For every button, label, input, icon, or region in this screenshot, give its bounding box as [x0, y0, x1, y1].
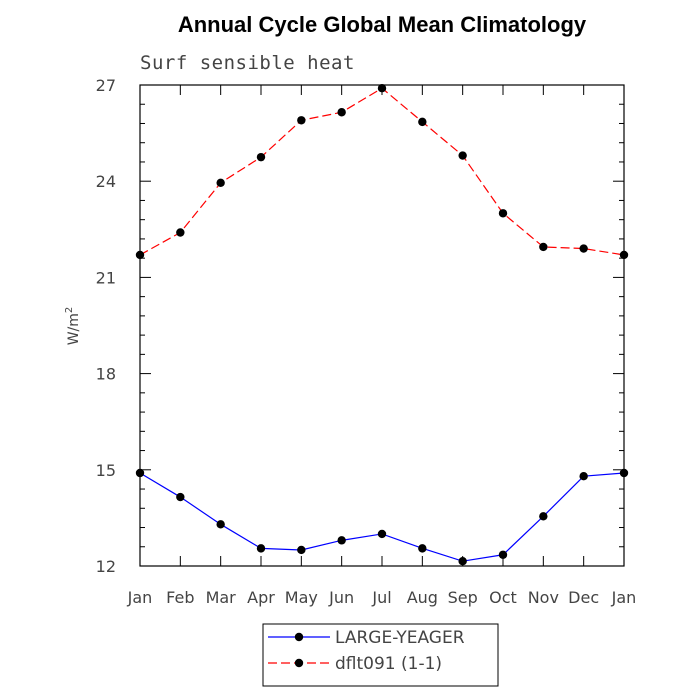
- data-point: [377, 84, 387, 93]
- x-tick-label: Jan: [127, 588, 153, 607]
- x-tick-label: Jun: [328, 588, 354, 607]
- y-tick-label: 12: [96, 557, 116, 576]
- data-point: [337, 108, 346, 117]
- data-point: [297, 545, 306, 555]
- data-point: [418, 117, 427, 127]
- data-point: [498, 550, 508, 559]
- data-point: [297, 116, 306, 125]
- x-tick-label: May: [285, 588, 318, 607]
- data-point: [256, 152, 266, 162]
- y-tick-label: 18: [96, 365, 116, 384]
- data-point: [458, 151, 467, 160]
- svg-text:W/m2: W/m2: [64, 307, 82, 346]
- data-point: [135, 468, 145, 478]
- axes: Jan Feb Mar Apr May Jun Jul Aug Sep Oct Nov Dec Jan 1…: [96, 76, 637, 607]
- y-axis-label-exponent: 2: [64, 307, 75, 313]
- x-tick-label: Aug: [407, 588, 438, 607]
- series-1: [135, 468, 629, 566]
- series-line: [139, 472, 625, 562]
- data-point: [176, 228, 185, 237]
- data-point: [256, 544, 266, 553]
- data-point: [377, 529, 387, 539]
- x-tick-label: Nov: [528, 588, 559, 607]
- data-point: [539, 512, 548, 521]
- chart-subtitle: Surf sensible heat: [140, 52, 355, 74]
- y-axis-label-unit: W/m: [66, 313, 82, 345]
- data-point: [579, 472, 588, 481]
- x-tick-label: Mar: [206, 588, 237, 607]
- y-tick-label: 15: [96, 461, 116, 480]
- legend-marker: [294, 632, 304, 642]
- legend: LARGE-YEAGER dflt091 (1-1): [262, 623, 499, 687]
- plot-frame: [139, 84, 625, 567]
- data-point: [337, 536, 346, 545]
- data-point: [539, 242, 548, 252]
- data-point: [458, 556, 467, 566]
- data-point: [619, 250, 629, 260]
- x-tick-label: Apr: [247, 588, 275, 607]
- x-tick-label: Jul: [371, 588, 391, 607]
- data-point: [216, 178, 225, 188]
- x-tick-label: Sep: [448, 588, 478, 607]
- data-point: [216, 520, 225, 529]
- data-point: [418, 544, 427, 553]
- y-tick-label: 24: [96, 172, 116, 191]
- x-tick-label: Feb: [166, 588, 194, 607]
- legend-marker: [294, 658, 304, 668]
- data-point: [498, 209, 508, 218]
- x-tick-label: Jan: [611, 588, 637, 607]
- data-point: [619, 468, 629, 478]
- data-point: [579, 244, 588, 253]
- y-tick-label: 21: [96, 268, 116, 287]
- legend-label: LARGE-YEAGER: [335, 628, 465, 648]
- series-2: [135, 84, 629, 260]
- legend-label: dflt091 (1-1): [335, 654, 442, 674]
- data-point: [135, 250, 145, 260]
- series-layer: [135, 84, 629, 566]
- chart-title: Annual Cycle Global Mean Climatology: [178, 12, 587, 37]
- y-axis-label: W/m2: [64, 307, 82, 346]
- x-tick-label: Oct: [489, 588, 517, 607]
- data-point: [176, 492, 185, 502]
- x-tick-label: Dec: [568, 588, 599, 607]
- series-line: [139, 87, 625, 256]
- y-tick-label: 27: [96, 76, 116, 95]
